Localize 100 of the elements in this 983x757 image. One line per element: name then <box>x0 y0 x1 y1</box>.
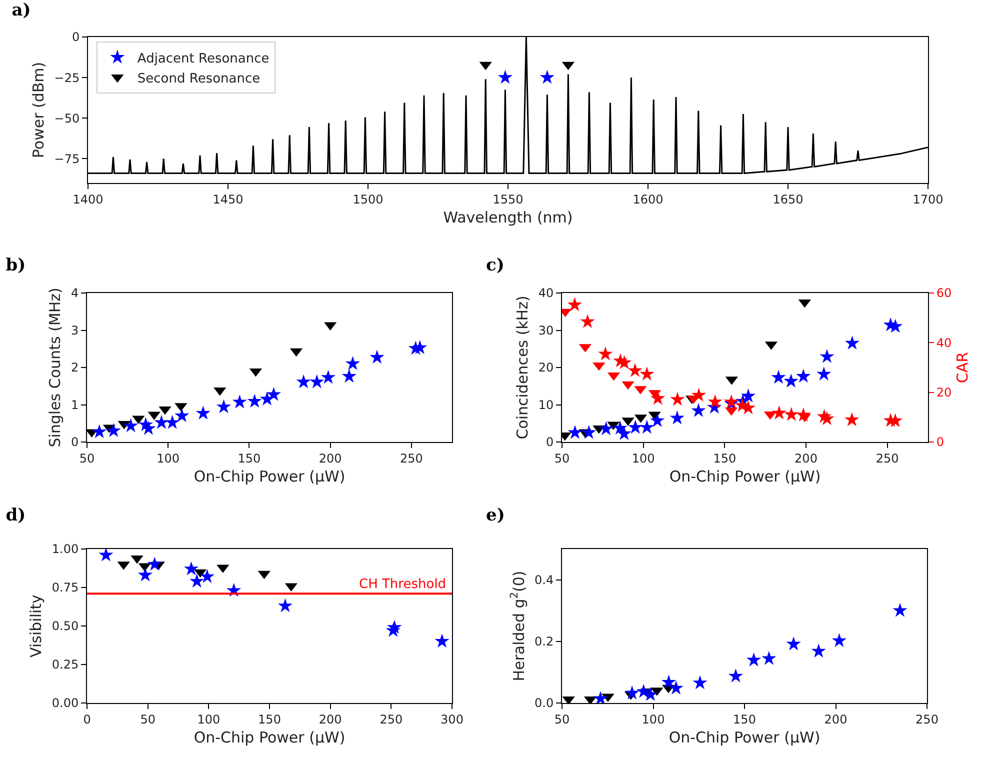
point <box>691 388 706 402</box>
x-tick-label: 100 <box>197 712 220 726</box>
y-tick-label: 1 <box>70 398 79 412</box>
x-tick-label: 150 <box>733 712 756 726</box>
point <box>165 414 180 429</box>
point <box>232 394 247 408</box>
point <box>216 399 232 414</box>
point <box>624 685 640 700</box>
legend-label: Second Resonance <box>137 71 260 86</box>
x-tick-label: 200 <box>824 712 848 726</box>
point <box>196 406 210 420</box>
chart-title: e) <box>486 506 505 526</box>
chart-title: c) <box>486 256 504 276</box>
point <box>200 569 215 583</box>
point <box>616 426 632 440</box>
x-tick-label: 250 <box>380 712 403 726</box>
point <box>580 314 595 328</box>
y-tick-label: 20 <box>538 360 554 375</box>
point <box>762 650 776 665</box>
point <box>190 574 204 588</box>
point <box>668 680 684 694</box>
y2-tick-label: 60 <box>936 286 952 300</box>
point <box>567 297 582 312</box>
point <box>247 394 262 408</box>
x-axis-title: Wavelength (nm) <box>443 208 573 226</box>
x-tick-label: 100 <box>156 451 180 466</box>
point <box>141 420 156 435</box>
point <box>387 620 402 634</box>
point <box>661 674 676 689</box>
point <box>786 636 801 650</box>
y-tick-label: 0.0 <box>534 696 554 710</box>
x-axis-title: On-Chip Power (μW) <box>194 467 346 486</box>
point <box>771 370 786 384</box>
y2-axis-title: CAR <box>954 352 972 384</box>
y2-tick-label: 0 <box>936 435 944 450</box>
point <box>278 598 293 612</box>
point <box>820 411 834 426</box>
point <box>784 406 799 421</box>
point <box>628 420 643 434</box>
x-tick-label: 50 <box>554 451 570 466</box>
y-axis-title: Singles Counts (MHz) <box>46 288 64 448</box>
x-tick-label: 1550 <box>492 192 524 206</box>
x-tick-label: 50 <box>554 712 570 726</box>
y-axis-title: Coincidences (kHz) <box>514 296 532 440</box>
y-tick-label: 2 <box>70 360 79 375</box>
legend-label: Adjacent Resonance <box>137 51 270 66</box>
x-axis-title: On-Chip Power (μW) <box>668 728 820 746</box>
point <box>593 690 608 703</box>
x-tick-label: 300 <box>440 712 464 726</box>
y-tick-label: 4 <box>70 286 79 300</box>
y-tick-label: −25 <box>54 70 80 85</box>
x-tick-label: 1600 <box>632 192 664 206</box>
point <box>154 414 169 429</box>
chart-title: a) <box>12 0 31 21</box>
y-tick-label: 3 <box>70 323 79 338</box>
point <box>844 336 860 350</box>
point <box>784 374 798 388</box>
x-tick-label: 1500 <box>352 192 384 206</box>
point <box>740 388 756 402</box>
point <box>598 421 614 436</box>
point <box>796 368 811 383</box>
y-tick-label: 0.75 <box>52 580 79 595</box>
x-tick-label: 100 <box>642 712 665 726</box>
y-tick-label: 0 <box>70 435 79 450</box>
point <box>708 394 722 408</box>
point <box>98 549 114 562</box>
point <box>310 374 324 388</box>
y-tick-label: −50 <box>54 111 80 126</box>
point <box>434 634 450 648</box>
point <box>816 366 832 380</box>
x-tick-label: 0 <box>83 712 91 726</box>
y-tick-label: 0 <box>72 30 80 44</box>
y-tick-label: 0.2 <box>534 634 554 649</box>
y2-tick-label: 40 <box>936 336 952 350</box>
y2-tick-label: 20 <box>936 386 952 400</box>
point <box>670 410 684 424</box>
point <box>640 420 654 434</box>
x-tick-label: 1650 <box>772 192 804 206</box>
x-tick-label: 200 <box>318 451 342 466</box>
x-tick-label: 250 <box>400 451 423 466</box>
point <box>320 370 336 384</box>
y-tick-label: 1.00 <box>52 542 79 556</box>
point <box>820 349 834 363</box>
x-tick-label: 50 <box>79 451 95 466</box>
x-tick-label: 150 <box>258 712 281 726</box>
y-tick-label: 0.00 <box>52 696 79 710</box>
point <box>772 405 786 420</box>
y-axis-title: Visibility <box>27 594 46 658</box>
y-tick-label: 0.50 <box>52 619 79 634</box>
point <box>412 340 428 354</box>
y-tick-label: −75 <box>54 152 80 166</box>
x-tick-label: 250 <box>916 712 938 726</box>
point <box>568 424 582 439</box>
chart-title: b) <box>6 256 26 276</box>
point <box>811 644 826 658</box>
point <box>796 407 811 422</box>
point <box>892 602 908 617</box>
chart-title: d) <box>6 506 26 526</box>
x-tick-label: 1450 <box>212 192 244 206</box>
point <box>650 413 665 427</box>
